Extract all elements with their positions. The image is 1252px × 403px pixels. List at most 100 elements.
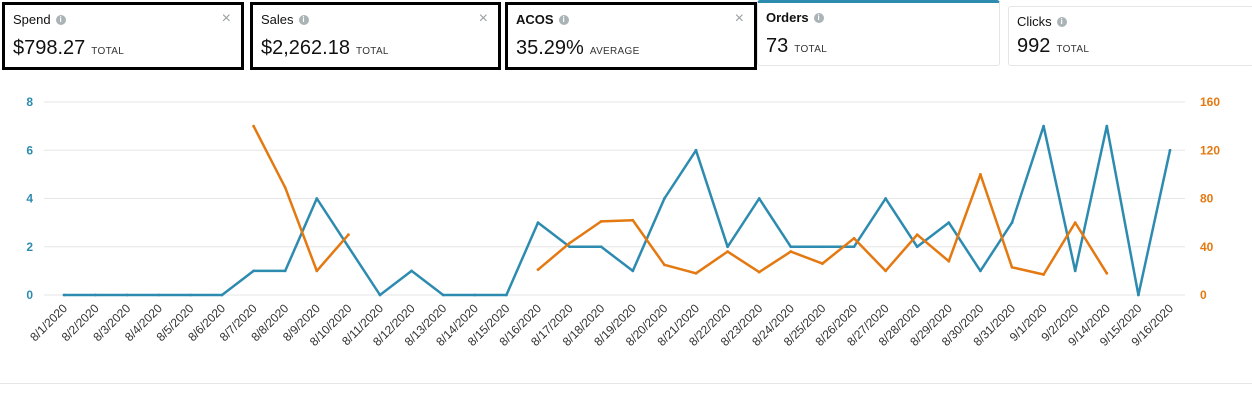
data-point-left — [536, 221, 540, 225]
sales-label-row: Sales i — [261, 12, 309, 27]
data-point-left — [947, 221, 951, 225]
data-point-right — [631, 218, 635, 222]
series-line-left — [64, 124, 1172, 297]
orders-aggregation: TOTAL — [794, 44, 828, 55]
data-point-left — [884, 197, 887, 200]
clicks-card[interactable]: Clicks i 992 TOTAL — [1008, 6, 1252, 66]
acos-value: 35.29% — [516, 37, 584, 59]
spend-card[interactable]: Spend i × $798.27 TOTAL — [2, 2, 244, 70]
y-left-tick-label: 6 — [26, 143, 33, 157]
chart-grid — [44, 101, 1185, 296]
data-point-left — [852, 245, 856, 249]
data-point-left — [979, 269, 982, 273]
clicks-label: Clicks — [1017, 14, 1052, 29]
data-point-left — [505, 293, 508, 297]
data-point-right — [694, 271, 698, 275]
left-y-axis: 0 2 4 6 8 — [26, 95, 33, 302]
info-icon[interactable]: i — [813, 12, 824, 23]
series-line-right — [537, 173, 1108, 276]
info-icon[interactable]: i — [298, 14, 309, 25]
y-right-tick-label: 40 — [1200, 240, 1214, 254]
spend-label: Spend — [13, 12, 51, 27]
acos-label-row: ACOS i — [516, 12, 569, 27]
data-point-left — [125, 293, 129, 297]
data-point-right — [852, 236, 856, 240]
data-point-right — [1042, 273, 1045, 276]
data-point-left — [1105, 124, 1109, 128]
close-icon[interactable]: × — [221, 10, 231, 27]
clicks-label-row: Clicks i — [1017, 14, 1067, 29]
data-point-right — [884, 269, 887, 273]
data-point-right — [979, 172, 982, 176]
data-point-left — [1042, 124, 1045, 128]
data-point-left — [694, 148, 698, 152]
acos-card[interactable]: ACOS i × 35.29% AVERAGE — [505, 2, 757, 70]
series-lines — [62, 124, 1172, 297]
data-point-left — [347, 245, 350, 249]
data-point-left — [315, 197, 319, 200]
spend-label-row: Spend i — [13, 12, 66, 27]
data-point-right — [252, 124, 256, 128]
data-point-left — [1073, 269, 1077, 273]
y-right-tick-label: 80 — [1200, 192, 1214, 206]
sales-card[interactable]: Sales i × $2,262.18 TOTAL — [250, 2, 501, 70]
data-point-right — [915, 233, 919, 237]
data-point-left — [726, 245, 729, 249]
info-icon[interactable]: i — [558, 14, 569, 25]
data-point-left — [410, 269, 413, 273]
data-point-left — [631, 269, 635, 273]
data-point-left — [283, 269, 287, 273]
sales-value: $2,262.18 — [261, 37, 350, 59]
data-point-left — [62, 293, 66, 297]
close-icon[interactable]: × — [734, 10, 744, 27]
data-point-left — [220, 293, 224, 297]
data-point-left — [1137, 293, 1140, 297]
info-icon[interactable]: i — [55, 14, 66, 25]
acos-label: ACOS — [516, 12, 554, 27]
y-left-tick-label: 0 — [26, 288, 33, 302]
right-y-axis: 0 40 80 120 160 — [1200, 95, 1220, 302]
data-point-right — [315, 269, 319, 273]
data-point-left — [94, 293, 97, 297]
orders-card[interactable]: Orders i 73 TOTAL — [757, 0, 1000, 66]
y-left-tick-label: 2 — [26, 240, 33, 254]
y-left-tick-label: 8 — [26, 95, 33, 109]
data-point-left — [441, 293, 445, 297]
data-point-left — [252, 269, 256, 273]
metric-cards: Spend i × $798.27 TOTAL Sales i × $2,262… — [0, 0, 1252, 72]
info-icon[interactable]: i — [1056, 16, 1067, 27]
data-point-left — [1010, 221, 1014, 225]
data-point-right — [757, 270, 761, 274]
series-line-right — [252, 125, 350, 273]
orders-label: Orders — [766, 10, 809, 25]
divider — [0, 383, 1252, 384]
data-point-left — [821, 245, 824, 249]
sales-aggregation: TOTAL — [355, 46, 389, 57]
data-point-right — [789, 250, 793, 253]
orders-label-row: Orders i — [766, 10, 824, 25]
data-point-right — [821, 262, 824, 266]
y-right-tick-label: 160 — [1200, 95, 1220, 109]
data-point-right — [663, 263, 666, 267]
data-point-left — [1168, 148, 1172, 152]
data-point-left — [915, 245, 919, 249]
sales-label: Sales — [261, 12, 294, 27]
data-point-right — [947, 259, 951, 263]
line-chart: 0 2 4 6 8 0 40 80 120 160 8/1/20208/2/20208/3/20… — [26, 95, 1220, 349]
data-point-right — [599, 220, 603, 223]
data-point-left — [157, 293, 161, 297]
y-left-tick-label: 4 — [26, 192, 33, 206]
close-icon[interactable]: × — [478, 10, 488, 27]
data-point-left — [663, 197, 666, 200]
data-point-right — [568, 241, 571, 245]
data-point-left — [189, 293, 192, 297]
y-right-tick-label: 120 — [1200, 143, 1220, 157]
data-point-left — [757, 197, 761, 200]
data-point-left — [599, 245, 603, 249]
data-point-right — [1073, 221, 1077, 225]
acos-aggregation: AVERAGE — [589, 46, 640, 57]
data-point-right — [1105, 271, 1109, 275]
x-axis: 8/1/20208/2/20208/3/20208/4/20208/5/2020… — [27, 301, 1176, 349]
data-point-left — [568, 245, 571, 249]
spend-aggregation: TOTAL — [91, 46, 125, 57]
